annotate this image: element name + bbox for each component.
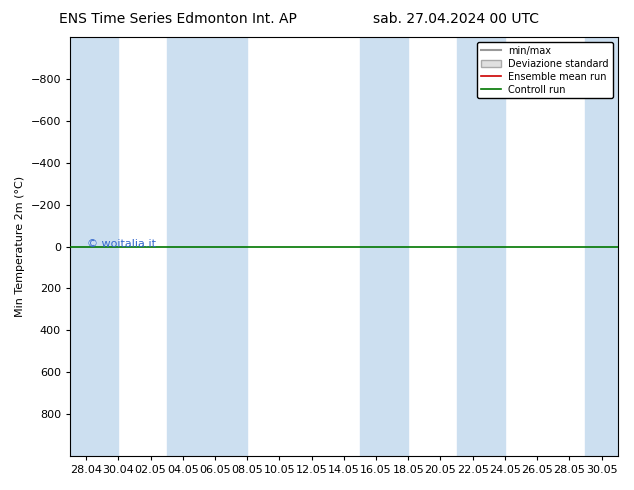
Bar — [360, 37, 408, 456]
Bar — [70, 37, 119, 456]
Legend: min/max, Deviazione standard, Ensemble mean run, Controll run: min/max, Deviazione standard, Ensemble m… — [477, 42, 613, 98]
Bar — [585, 37, 634, 456]
Y-axis label: Min Temperature 2m (°C): Min Temperature 2m (°C) — [15, 176, 25, 317]
Bar — [456, 37, 505, 456]
Text: ENS Time Series Edmonton Int. AP: ENS Time Series Edmonton Int. AP — [58, 12, 297, 26]
Bar — [167, 37, 247, 456]
Text: © woitalia.it: © woitalia.it — [86, 240, 155, 249]
Text: sab. 27.04.2024 00 UTC: sab. 27.04.2024 00 UTC — [373, 12, 540, 26]
